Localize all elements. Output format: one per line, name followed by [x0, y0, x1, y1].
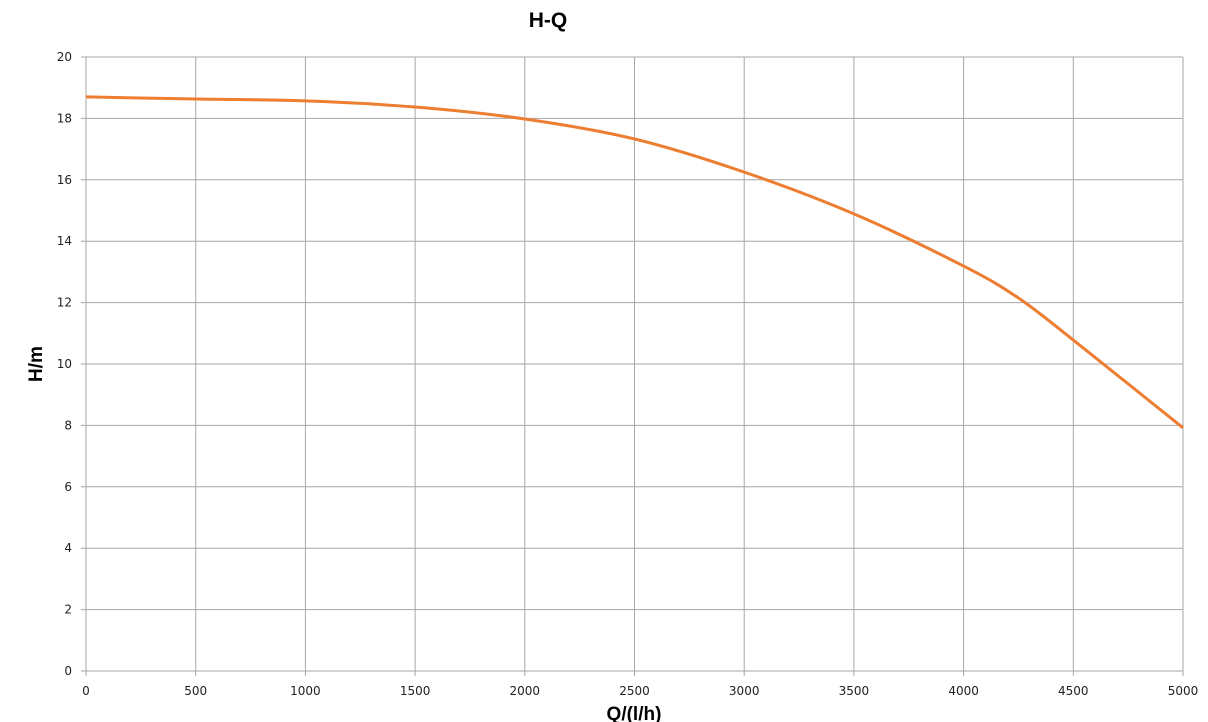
x-tick-label: 1000 — [290, 684, 321, 698]
y-tick-label: 8 — [64, 418, 72, 432]
y-tick-label: 18 — [57, 111, 72, 125]
y-tick-label: 0 — [64, 664, 72, 678]
x-tick-label: 5000 — [1168, 684, 1199, 698]
y-tick-label: 10 — [57, 357, 72, 371]
x-tick-label: 4500 — [1058, 684, 1089, 698]
y-tick-label: 12 — [57, 296, 72, 310]
x-tick-label: 3000 — [729, 684, 760, 698]
x-tick-label: 500 — [184, 684, 207, 698]
x-axis-label: Q/(l/h) — [607, 704, 662, 722]
x-tick-label: 2500 — [619, 684, 650, 698]
h-q-curve — [85, 95, 1184, 430]
y-axis-label: H/m — [26, 346, 47, 382]
x-tick-label: 4000 — [948, 684, 979, 698]
y-tick-label: 4 — [64, 541, 72, 555]
chart-title: H-Q — [529, 9, 568, 32]
x-tick-label: 2000 — [510, 684, 541, 698]
y-tick-label: 6 — [64, 480, 72, 494]
y-tick-label: 14 — [57, 234, 72, 248]
y-tick-label: 20 — [57, 50, 72, 64]
x-tick-label: 1500 — [400, 684, 431, 698]
tick-labels: 0 2 4 6 8 10 12 14 16 18 20 0 500 1000 1500 2000 2500 300… — [57, 50, 1199, 698]
series — [85, 95, 1184, 430]
x-tick-label: 3500 — [839, 684, 870, 698]
y-tick-label: 16 — [57, 173, 72, 187]
grid — [81, 56, 1184, 676]
y-tick-label: 2 — [64, 603, 72, 617]
x-tick-label: 0 — [82, 684, 90, 698]
